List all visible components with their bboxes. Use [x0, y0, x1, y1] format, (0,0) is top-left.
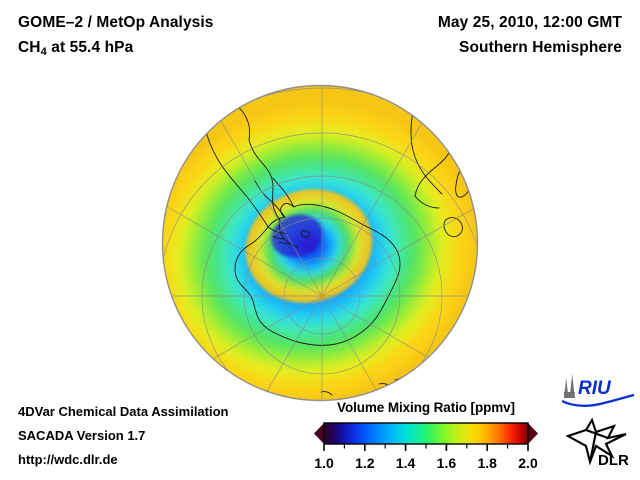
- dlr-logo: DLR: [566, 417, 629, 468]
- species-subscript: 4: [40, 46, 47, 58]
- colorbar-ticks: [323, 444, 529, 451]
- colorbar-minor-ticks: [343, 444, 509, 449]
- region-label: Southern Hemisphere: [459, 39, 622, 56]
- polar-stereographic-globe: [161, 84, 479, 402]
- colorbar-tick-label: 1.8: [477, 455, 497, 471]
- footer-line-version: SACADA Version 1.7: [18, 428, 146, 443]
- cathedral-icon: [564, 374, 575, 398]
- colorbar-extend-left: [314, 423, 324, 444]
- graticule: [162, 85, 478, 401]
- colorbar-extend-right: [528, 423, 538, 444]
- colorbar-tick-label: 1.6: [437, 455, 457, 471]
- colorbar-tick-label: 2.0: [518, 455, 538, 471]
- colorbar-tick-label: 1.0: [314, 455, 334, 471]
- colorbar-title: Volume Mixing Ratio [ppmv]: [337, 400, 515, 415]
- dlr-wordmark: DLR: [598, 452, 629, 468]
- footer-line-method: 4DVar Chemical Data Assimilation: [18, 404, 229, 419]
- south-pole-marker: [319, 293, 325, 299]
- date-label: May 25, 2010, 12:00 GMT: [437, 14, 622, 31]
- colorbar-gradient: [324, 423, 528, 444]
- dlr-mark-icon: [566, 417, 627, 466]
- riu-swoosh: [561, 393, 635, 407]
- page-title: GOME–2 / MetOp Analysis: [18, 14, 214, 31]
- colorbar-tick-label: 1.4: [396, 455, 416, 471]
- colorbar-tick-label: 1.2: [355, 455, 375, 471]
- footer-line-url[interactable]: http://wdc.dlr.de: [18, 452, 118, 467]
- colorbar: Volume Mixing Ratio [ppmv]: [312, 400, 540, 478]
- colorbar-tick-labels: 1.0 1.2 1.4 1.6 1.8 2.0: [314, 455, 538, 471]
- species-level-suffix: at 55.4 hPa: [46, 39, 134, 56]
- species-level-label: CH4 at 55.4 hPa: [18, 39, 134, 58]
- riu-logo: RIU: [561, 374, 635, 407]
- globe-outline: [161, 84, 479, 402]
- riu-wordmark: RIU: [578, 378, 612, 399]
- species-prefix: CH: [18, 39, 41, 56]
